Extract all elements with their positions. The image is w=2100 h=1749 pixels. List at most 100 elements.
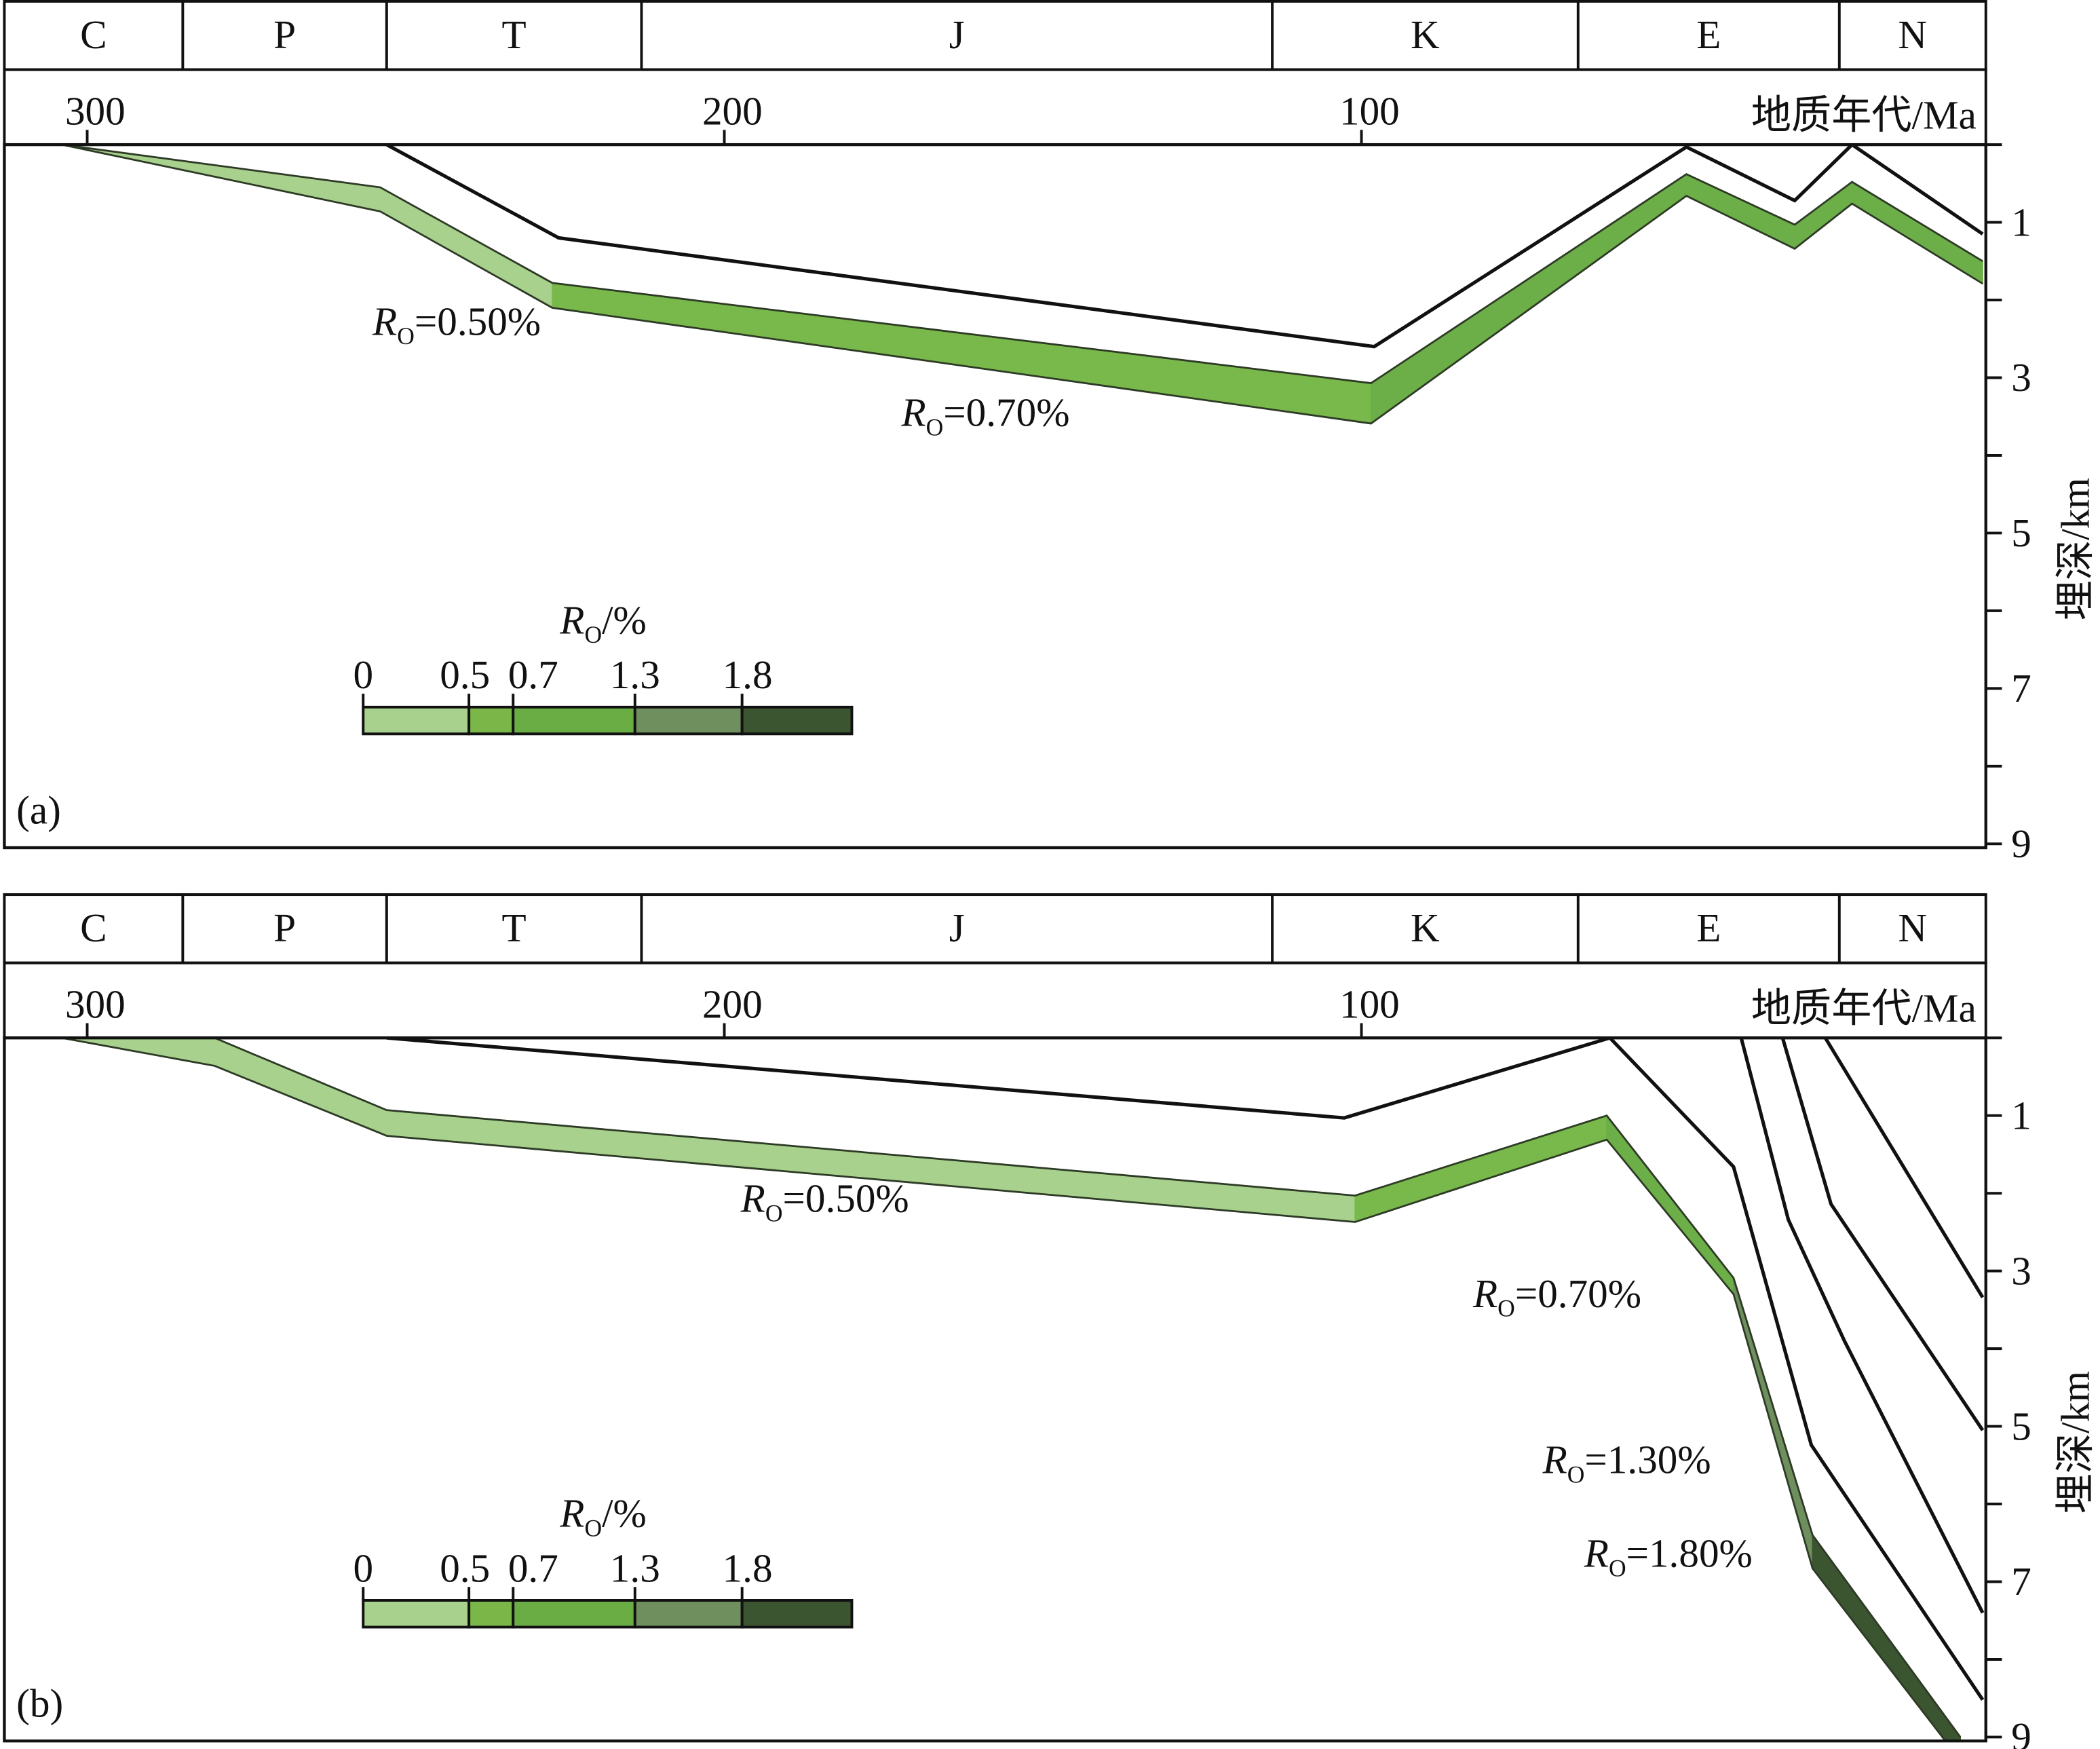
ro-annotation: RO=1.30% [1542, 1437, 1711, 1488]
y-tick-label: 1 [2011, 1093, 2031, 1137]
legend-swatch [512, 705, 636, 736]
legend-tick-label: 1.3 [610, 1545, 660, 1590]
legend-title-symbol: R [559, 1490, 584, 1535]
legend-title: RO/% [559, 1490, 647, 1541]
ro-subscript: O [765, 1200, 783, 1227]
age-row [3, 68, 1987, 147]
ro-value: =1.30% [1584, 1437, 1711, 1482]
band-edge [61, 145, 1983, 384]
plot-frame [3, 143, 1987, 850]
panel-label: (b) [16, 1681, 63, 1726]
legend-swatch [467, 705, 515, 736]
maturity-band [61, 1038, 1962, 1742]
legend-title-suffix: /% [602, 597, 647, 642]
x-tick-label: 300 [65, 89, 126, 134]
period-strip [3, 893, 1987, 964]
ro-annotation: RO=0.50% [372, 299, 541, 350]
legend-tick-label: 0 [353, 652, 373, 697]
ro-symbol: R [1584, 1531, 1609, 1576]
period-label: P [273, 12, 296, 57]
band-edge [61, 1038, 1947, 1742]
x-axis-label: 地质年代/Ma [1751, 92, 1977, 137]
y-tick-label: 5 [2011, 510, 2031, 555]
legend-tick-label: 1.8 [723, 1545, 773, 1590]
burial-lines [386, 1038, 1985, 1701]
period-label: C [80, 12, 107, 57]
burial-line [1823, 1038, 1985, 1298]
band-segment [214, 1038, 387, 1137]
burial-line [386, 1038, 1985, 1701]
legend-swatch [633, 1599, 744, 1629]
y-tick-label: 7 [2011, 666, 2031, 711]
period-label: K [1411, 12, 1440, 57]
period-label: J [949, 12, 965, 57]
legend-tick-label: 0.7 [508, 652, 558, 697]
x-tick-label: 200 [702, 89, 763, 134]
period-strip [3, 0, 1987, 71]
ro-value: =0.70% [943, 390, 1069, 434]
panel-label: (a) [16, 788, 61, 833]
ro-annotation: RO=1.80% [1584, 1531, 1753, 1582]
ro-subscript: O [1567, 1461, 1585, 1488]
y-axis-label: 埋深/km [2053, 478, 2098, 620]
y-tick-label: 5 [2011, 1404, 2031, 1448]
legend-swatch [740, 1599, 854, 1629]
legend-tick-label: 0.5 [440, 652, 490, 697]
legend-title: RO/% [559, 597, 647, 648]
legend-title-symbol: R [559, 597, 584, 642]
x-tick-label: 200 [702, 982, 763, 1027]
ro-annotation: RO=0.50% [740, 1176, 909, 1227]
ro-subscript: O [397, 322, 415, 350]
band-segment [1851, 181, 1983, 285]
y-axis-label: 埋深/km [2053, 1371, 2098, 1513]
band-segment [1606, 1114, 1734, 1296]
period-label: N [1898, 12, 1927, 57]
legend-swatch [740, 705, 854, 736]
plot-frame [3, 1036, 1987, 1743]
legend-title-subscript: O [584, 1514, 602, 1541]
band-segment [1685, 173, 1795, 250]
band-segment [1812, 1533, 1961, 1742]
y-tick-label: 9 [2011, 821, 2031, 866]
burial-line [1739, 1038, 1985, 1614]
burial-lines [385, 145, 1984, 349]
x-tick-label: 300 [65, 982, 126, 1027]
legend-title-suffix: /% [602, 1490, 647, 1535]
maturity-band [61, 145, 1983, 425]
band-segment [1370, 173, 1687, 425]
period-label: P [273, 905, 296, 950]
legend-swatch [633, 705, 744, 736]
legend-title-subscript: O [584, 621, 602, 648]
ro-annotation: RO=0.70% [900, 390, 1069, 440]
y-tick-label: 3 [2011, 355, 2031, 400]
y-tick-label: 3 [2011, 1248, 2031, 1293]
y-tick-label: 9 [2011, 1714, 2031, 1749]
legend-tick-label: 1.3 [610, 652, 660, 697]
period-label: J [949, 905, 965, 950]
legend-swatch [362, 705, 471, 736]
ro-value: =0.70% [1515, 1271, 1641, 1316]
burial-line [385, 145, 1984, 349]
ro-value: =0.50% [782, 1176, 909, 1221]
legend-swatch [362, 1599, 471, 1629]
ro-symbol: R [740, 1176, 765, 1221]
x-tick-label: 100 [1339, 89, 1400, 134]
ro-subscript: O [926, 413, 944, 440]
ro-annotation: RO=0.70% [1472, 1271, 1641, 1322]
ro-value: =1.80% [1626, 1531, 1753, 1576]
band-edge [61, 145, 1983, 425]
band-segment [379, 186, 553, 309]
ro-value: =0.50% [415, 299, 541, 343]
x-tick-label: 100 [1339, 982, 1400, 1027]
band-edge [61, 1038, 1962, 1738]
ro-subscript: O [1497, 1295, 1515, 1322]
band-segment [1354, 1114, 1607, 1223]
legend-tick-label: 1.8 [723, 652, 773, 697]
ro-symbol: R [1542, 1437, 1567, 1482]
period-label: T [502, 12, 527, 57]
legend-swatch [467, 1599, 515, 1629]
y-tick-label: 1 [2011, 200, 2031, 244]
period-label: T [502, 905, 527, 950]
